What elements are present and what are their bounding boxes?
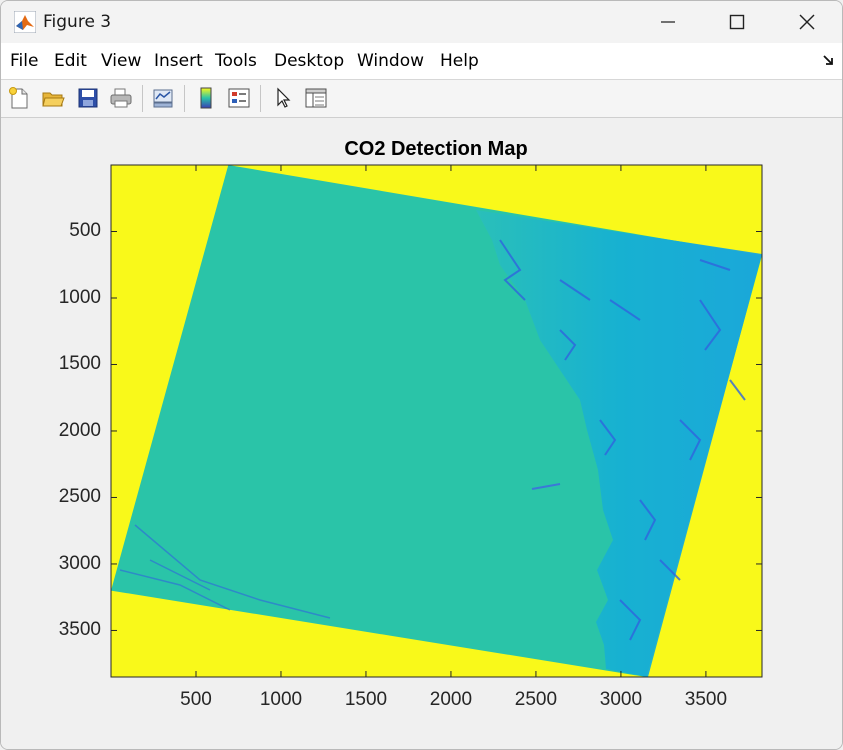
menu-tools[interactable]: Tools: [215, 51, 257, 71]
inland-streak: [531, 483, 561, 490]
matlab-logo-icon: [14, 11, 36, 33]
property-inspector-button[interactable]: [302, 84, 330, 112]
minimize-icon: [661, 21, 675, 23]
menu-desktop[interactable]: Desktop: [274, 51, 345, 71]
print-button[interactable]: [107, 84, 135, 112]
figure-toolbar: [1, 80, 842, 118]
property-inspector-icon: [305, 88, 327, 108]
link-plot-button[interactable]: [149, 84, 177, 112]
y-tick-label: 3000: [58, 552, 101, 574]
menu-file[interactable]: File: [10, 51, 39, 71]
menu-edit[interactable]: Edit: [54, 51, 87, 71]
menu-help[interactable]: Help: [440, 51, 479, 71]
title-bar[interactable]: Figure 3: [1, 1, 842, 43]
coast-texture: [499, 239, 746, 641]
y-tick-label: 3500: [58, 619, 101, 641]
open-file-icon: [42, 92, 65, 107]
new-figure-button[interactable]: [5, 84, 33, 112]
insert-colorbar-button[interactable]: [192, 84, 220, 112]
land-region: [476, 210, 762, 677]
x-tick-label: 1500: [344, 689, 388, 710]
y-tick-label: 500: [69, 220, 101, 242]
x-tick-label: 3000: [599, 689, 643, 710]
heatmap-image: [111, 165, 762, 677]
edit-plot-icon: [277, 87, 291, 108]
axes-box: [110, 164, 763, 678]
maximize-button[interactable]: [702, 1, 772, 43]
window-title: Figure 3: [43, 12, 112, 32]
dock-arrow-icon[interactable]: [823, 55, 835, 67]
plot-title: CO2 Detection Map: [344, 138, 528, 160]
menu-bar: File Edit View Insert Tools Desktop Wind…: [1, 43, 842, 80]
menu-window[interactable]: Window: [357, 51, 425, 71]
toolbar-separator: [184, 85, 185, 112]
y-tick-label: 1000: [58, 286, 101, 308]
menu-insert[interactable]: Insert: [154, 51, 203, 71]
print-icon: [110, 88, 132, 108]
y-tick-label: 2500: [58, 486, 101, 508]
minimize-button[interactable]: [633, 1, 703, 43]
insert-colorbar-icon: [200, 87, 212, 109]
southwest-texture: [119, 524, 331, 619]
toolbar-separator: [142, 85, 143, 112]
y-tick-label: 1500: [58, 353, 101, 375]
link-plot-icon: [153, 89, 173, 108]
menu-view[interactable]: View: [101, 51, 142, 71]
close-button[interactable]: [772, 1, 842, 43]
maximize-icon: [729, 14, 745, 30]
edit-plot-button[interactable]: [269, 84, 297, 112]
insert-legend-button[interactable]: [225, 84, 253, 112]
x-tick-label: 500: [180, 689, 212, 710]
new-figure-icon: [9, 87, 28, 109]
x-tick-label: 1000: [259, 689, 303, 710]
y-tick-marks: [111, 230, 762, 631]
insert-legend-icon: [228, 88, 250, 108]
save-button[interactable]: [74, 84, 102, 112]
close-icon: [799, 14, 815, 30]
toolbar-separator: [260, 85, 261, 112]
x-tick-label: 2000: [429, 689, 473, 710]
open-file-button[interactable]: [39, 84, 67, 112]
x-tick-marks: [195, 165, 707, 677]
y-tick-label: 2000: [58, 419, 101, 441]
x-tick-label: 3500: [684, 689, 728, 710]
save-icon: [78, 88, 98, 108]
x-tick-label: 2500: [514, 689, 558, 710]
